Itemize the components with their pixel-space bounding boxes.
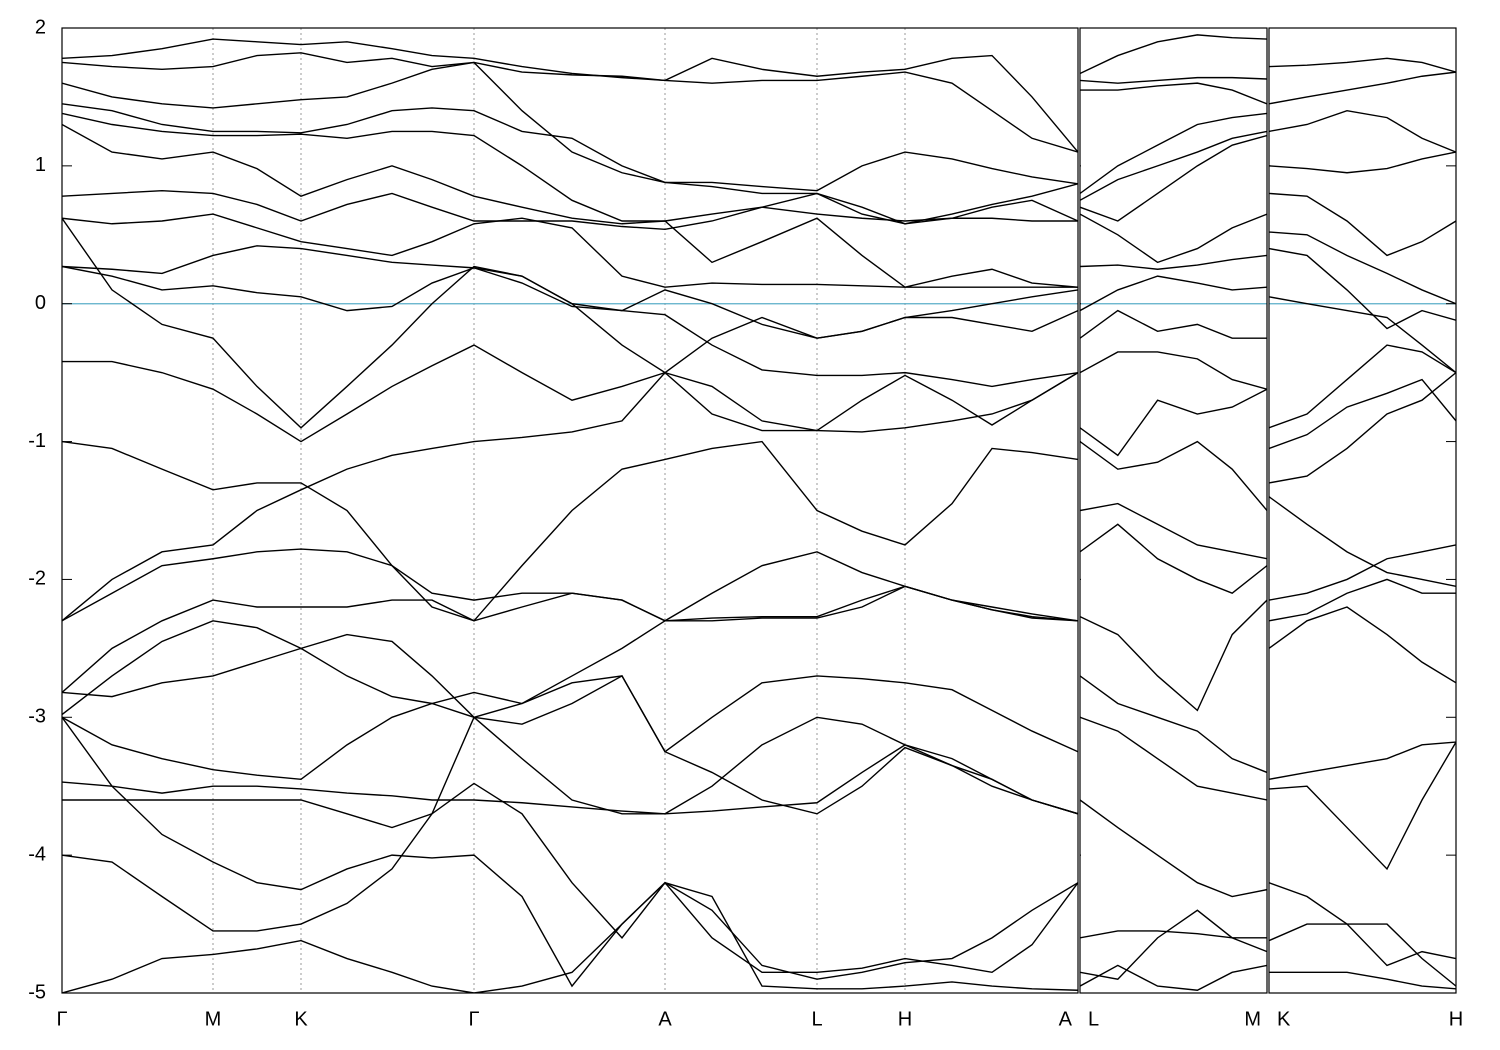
y-tick-label: -3 <box>28 706 46 728</box>
band-line <box>1080 275 1267 312</box>
band-line <box>1080 112 1267 194</box>
band-line <box>62 112 1078 222</box>
band-line <box>1080 599 1267 712</box>
x-tick-label: M <box>205 1008 222 1030</box>
band-line <box>1080 909 1267 980</box>
band-line <box>1269 606 1456 684</box>
band-line <box>1269 741 1456 781</box>
y-tick-label: -1 <box>28 430 46 452</box>
x-tick-label: A <box>658 1008 672 1030</box>
band-line <box>1269 296 1456 374</box>
band-line <box>1269 344 1456 429</box>
y-tick-label: 1 <box>35 154 46 176</box>
band-line <box>1080 213 1267 264</box>
band-line <box>1080 82 1267 105</box>
band-line <box>1080 799 1267 898</box>
y-tick-label: 2 <box>35 16 46 38</box>
band-line <box>1080 440 1267 511</box>
y-tick-label: -4 <box>28 843 46 865</box>
band-line <box>62 881 1078 993</box>
band-line <box>1080 76 1267 84</box>
panel <box>62 28 1078 993</box>
band-line <box>1269 71 1456 105</box>
band-line <box>1080 309 1267 339</box>
band-line <box>1080 523 1267 595</box>
band-line <box>1080 502 1267 560</box>
band-line <box>1269 578 1456 622</box>
x-tick-label: K <box>294 1008 308 1030</box>
band-line <box>62 716 1078 991</box>
band-line <box>1269 109 1456 153</box>
band-line <box>62 52 1078 153</box>
band-line <box>1080 134 1267 222</box>
band-line <box>1269 372 1456 484</box>
band-line <box>62 217 1078 433</box>
band-line <box>1080 964 1267 991</box>
band-line <box>62 674 1078 932</box>
band-line <box>1080 716 1267 801</box>
panel <box>1269 57 1456 990</box>
band-line <box>1269 378 1456 450</box>
band-line <box>1269 57 1456 73</box>
band-line <box>62 38 1078 153</box>
band-line <box>62 213 1078 288</box>
band-line <box>1269 971 1456 990</box>
band-line <box>1269 247 1456 330</box>
x-tick-label: M <box>1244 1008 1261 1030</box>
band-line <box>62 620 1078 753</box>
x-tick-label: L <box>811 1008 822 1030</box>
band-line <box>1269 231 1456 305</box>
band-line <box>62 189 1078 230</box>
band-line <box>1269 192 1456 257</box>
band-line <box>62 61 1078 192</box>
plot-frame <box>61 27 1079 994</box>
plot-frame <box>1079 27 1268 994</box>
band-line <box>62 344 1078 443</box>
band-line <box>1269 544 1456 601</box>
band-line <box>62 548 1078 622</box>
band-line <box>1269 923 1456 987</box>
band-line <box>62 309 1078 622</box>
band-line <box>62 265 1078 388</box>
panel <box>1080 34 1267 991</box>
band-line <box>1080 34 1267 75</box>
band-line <box>1080 351 1267 390</box>
y-tick-label: -5 <box>28 981 46 1003</box>
band-line <box>1080 930 1267 939</box>
band-line <box>1269 741 1456 871</box>
x-tick-label: H <box>898 1008 912 1030</box>
x-tick-label: A <box>1059 1008 1073 1030</box>
x-tick-label: Γ <box>56 1008 67 1030</box>
band-line <box>1080 675 1267 774</box>
y-tick-label: 0 <box>35 292 46 314</box>
band-line <box>1269 882 1456 967</box>
band-line <box>62 702 1078 815</box>
plot-frame <box>1268 27 1457 994</box>
band-line <box>1080 254 1267 270</box>
x-tick-label: L <box>1088 1008 1099 1030</box>
band-line <box>1269 151 1456 174</box>
x-tick-label: K <box>1277 1008 1291 1030</box>
y-tick-label: -2 <box>28 568 46 590</box>
band-line <box>1269 496 1456 588</box>
band-line <box>62 123 1078 288</box>
band-line <box>1080 130 1267 201</box>
band-line <box>62 782 1078 980</box>
band-line <box>62 440 1078 693</box>
x-tick-label: Γ <box>468 1008 479 1030</box>
band-line <box>62 585 1078 719</box>
band-line <box>62 744 1078 815</box>
band-line <box>62 245 1078 339</box>
band-line <box>1080 388 1267 457</box>
band-line <box>62 103 1078 225</box>
x-tick-label: H <box>1449 1008 1463 1030</box>
